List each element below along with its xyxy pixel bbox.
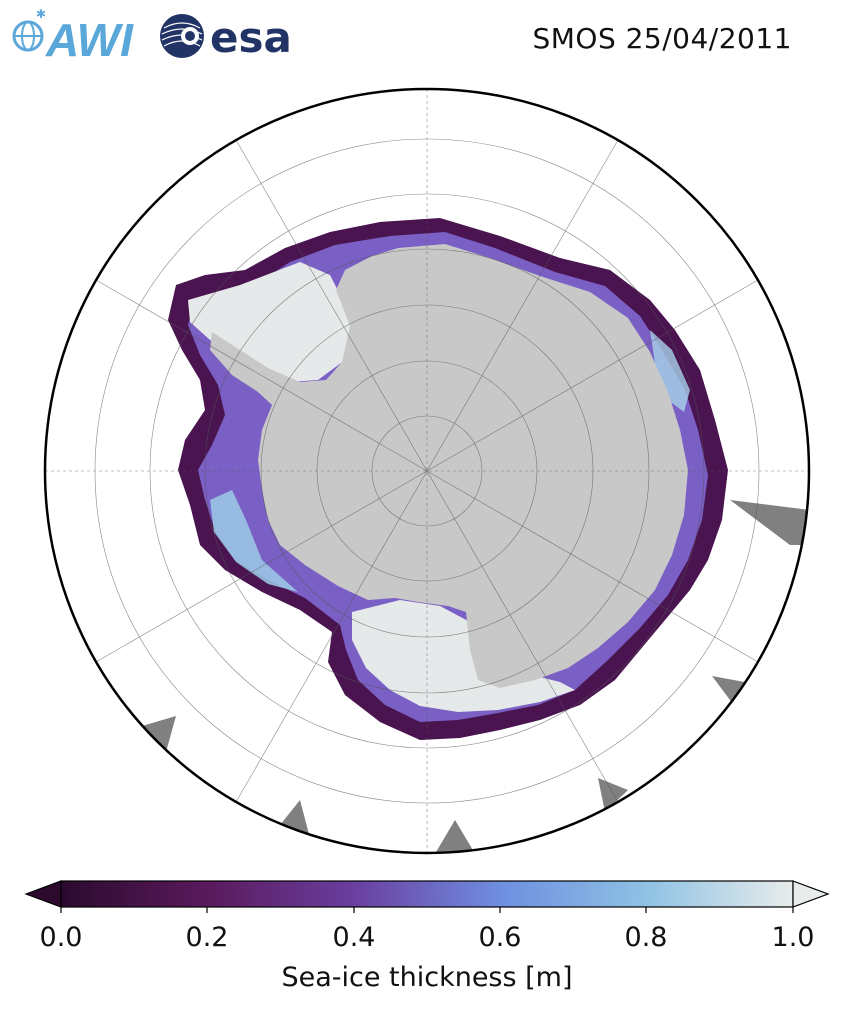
ice-light-blue-east [650, 330, 690, 412]
colorbar [24, 880, 830, 913]
ice-light-blue-edge [210, 490, 298, 592]
awi-logo-text: AWI [45, 14, 134, 62]
antarctica-land [210, 244, 688, 688]
awi-globe-icon: ✱ [12, 7, 46, 52]
colorbar-extend-max [792, 880, 830, 908]
colorbar-tick-label: 0.2 [185, 922, 229, 953]
colorbar-label: Sea-ice thickness [m] [281, 962, 573, 993]
awi-logo: ✱ AWI [12, 7, 134, 62]
thick-ice-ross [352, 600, 575, 712]
colorbar-gradient [60, 880, 794, 908]
colorbar-tick-label: 0.4 [332, 922, 376, 953]
graticule [45, 89, 809, 853]
map-title: SMOS 25/04/2011 [532, 22, 792, 55]
colorbar-tick-label: 0.8 [624, 922, 668, 953]
colorbar-tick-label: 0.0 [39, 922, 83, 953]
no-data-areas [142, 500, 809, 852]
svg-text:✱: ✱ [36, 7, 46, 21]
colorbar-ticks [60, 907, 794, 913]
polar-map [43, 87, 811, 855]
esa-emblem-icon [160, 14, 204, 58]
map-boundary [43, 87, 811, 855]
colorbar-extend-min [24, 880, 62, 908]
esa-logo: esa [160, 13, 292, 62]
colorbar-tick-label: 0.6 [478, 922, 522, 953]
esa-logo-text: esa [210, 13, 292, 62]
colorbar-tick-label: 1.0 [771, 922, 815, 953]
